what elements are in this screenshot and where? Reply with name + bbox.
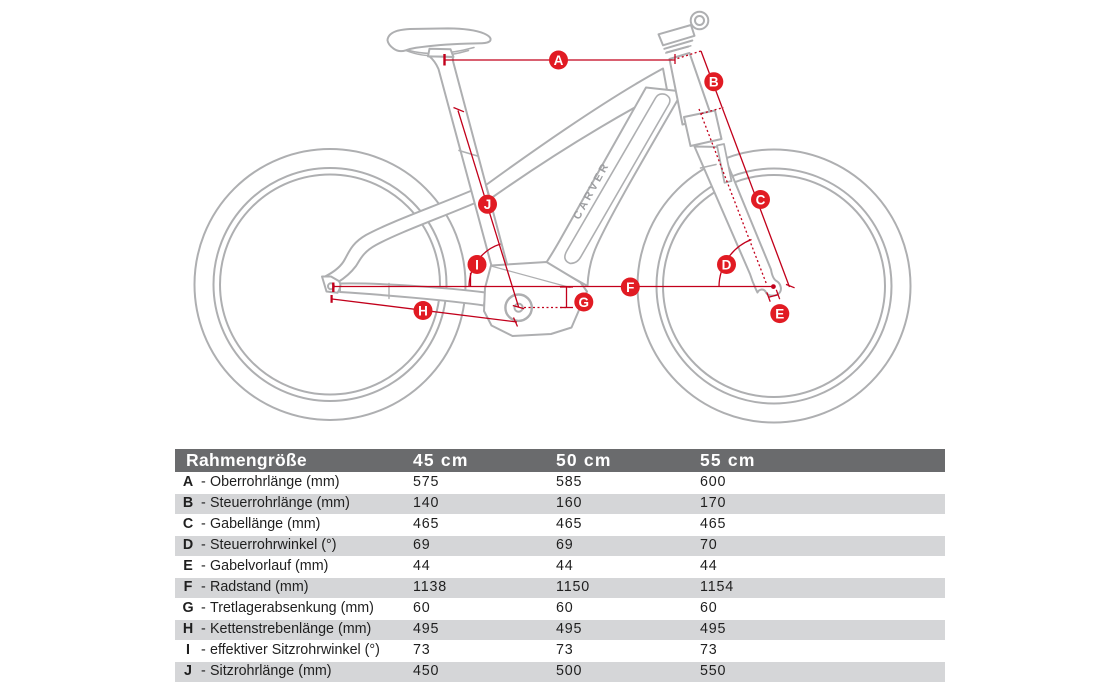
svg-text:A: A: [554, 53, 564, 68]
svg-text:D: D: [722, 257, 732, 272]
svg-text:E: E: [775, 306, 784, 321]
svg-text:J: J: [484, 197, 492, 212]
svg-text:C: C: [756, 192, 766, 207]
svg-text:B: B: [709, 75, 719, 90]
svg-text:H: H: [418, 303, 428, 318]
svg-text:F: F: [626, 280, 634, 295]
svg-text:I: I: [475, 257, 479, 272]
svg-text:G: G: [579, 295, 590, 310]
